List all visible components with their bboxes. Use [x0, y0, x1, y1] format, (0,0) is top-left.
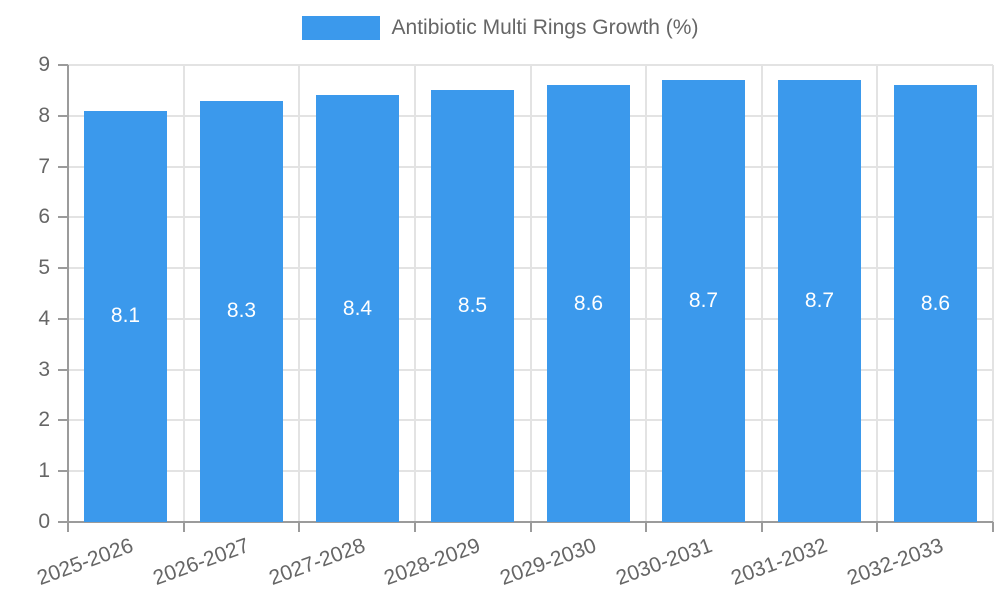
bar-value-label: 8.6 [920, 291, 951, 315]
bar-value-label: 8.6 [573, 291, 604, 315]
x-axis-tick-label: 2026-2027 [150, 534, 253, 590]
x-gridline [876, 65, 879, 522]
bar: 8.7 [778, 80, 861, 522]
y-axis-tick [58, 64, 68, 66]
y-axis-tick [58, 317, 68, 320]
x-axis-tick [876, 522, 879, 532]
x-gridline [298, 65, 301, 522]
bar: 8.7 [662, 80, 745, 522]
bar-value-label: 8.5 [457, 294, 488, 318]
x-gridline [645, 65, 648, 522]
y-axis-line [67, 65, 69, 532]
bar: 8.4 [316, 95, 399, 522]
x-axis-tick-label: 2025-2026 [34, 534, 137, 590]
bar: 8.1 [84, 110, 167, 522]
x-axis-line [58, 521, 993, 523]
y-axis-tick [58, 114, 68, 117]
y-axis-tick-label: 1 [38, 459, 50, 483]
y-axis-tick-label: 2 [38, 408, 50, 432]
x-axis-tick-label: 2028-2029 [381, 534, 484, 590]
x-axis-tick [182, 522, 185, 532]
x-axis-tick [529, 522, 532, 532]
y-axis-tick-label: 6 [38, 205, 50, 229]
x-axis-tick [298, 522, 301, 532]
x-axis-tick-label: 2031-2032 [728, 534, 831, 590]
y-axis-tick-label: 9 [38, 53, 50, 76]
x-axis-tick-label: 2030-2031 [612, 534, 715, 590]
x-gridline [182, 65, 185, 522]
y-axis-tick-label: 3 [38, 357, 50, 381]
x-axis-tick-label: 2032-2033 [843, 534, 947, 590]
x-gridline [529, 65, 532, 522]
x-gridline [760, 65, 763, 522]
y-axis-tick [58, 267, 68, 270]
legend-swatch-icon [301, 16, 380, 40]
y-axis-tick-label: 7 [38, 154, 50, 178]
bar: 8.6 [547, 85, 630, 522]
x-axis-tick-label: 2027-2028 [265, 534, 368, 590]
legend-label: Antibiotic Multi Rings Growth (%) [391, 16, 699, 39]
bar-value-label: 8.4 [342, 296, 373, 320]
y-axis-tick-label: 0 [38, 510, 50, 533]
bar-value-label: 8.7 [804, 289, 835, 313]
x-axis-tick [760, 522, 763, 532]
x-axis-tick [645, 522, 648, 532]
legend-item[interactable]: Antibiotic Multi Rings Growth (%) [301, 16, 699, 40]
y-axis-tick [58, 165, 68, 168]
bar: 8.3 [200, 100, 283, 522]
y-axis-tick [58, 216, 68, 219]
y-axis-tick-label: 5 [38, 256, 50, 280]
bar-value-label: 8.3 [226, 299, 257, 323]
x-axis-tick [992, 522, 994, 532]
x-axis-tick-label: 2029-2030 [496, 534, 600, 590]
y-axis-tick [58, 368, 68, 371]
y-axis-tick [58, 470, 68, 473]
x-gridline [413, 65, 416, 522]
bar-value-label: 8.1 [110, 304, 141, 328]
bar-value-label: 8.7 [688, 289, 719, 313]
chart-legend: Antibiotic Multi Rings Growth (%) [0, 16, 1000, 40]
y-axis-tick-label: 8 [38, 103, 50, 127]
x-gridline [992, 65, 994, 522]
y-axis-tick-label: 4 [38, 306, 50, 330]
x-axis-tick [413, 522, 416, 532]
y-axis-tick [58, 419, 68, 422]
bar: 8.5 [431, 90, 514, 522]
bar: 8.6 [894, 85, 977, 522]
